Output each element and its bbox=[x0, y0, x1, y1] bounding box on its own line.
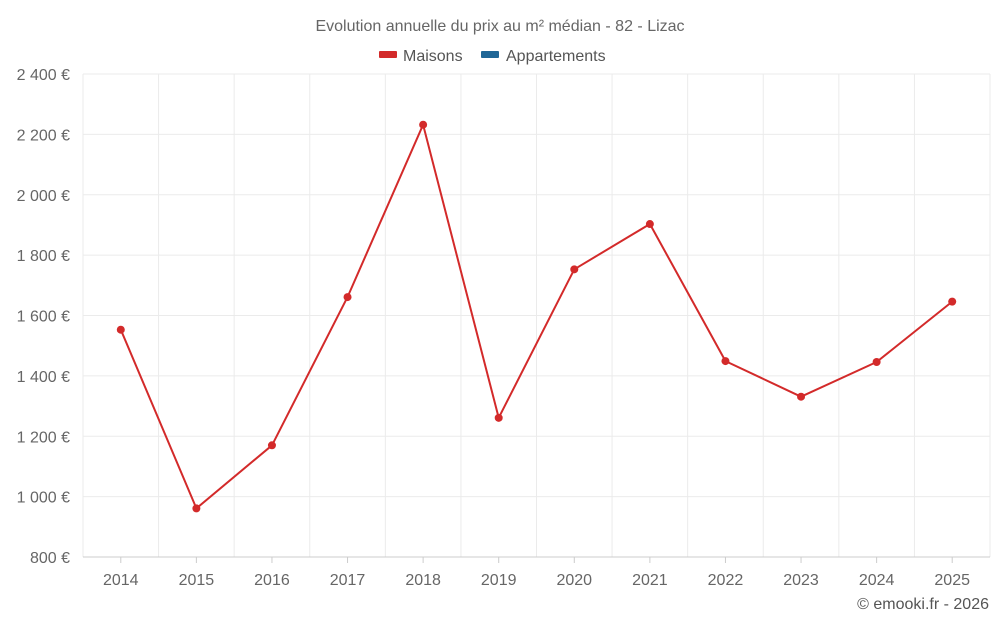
data-point bbox=[116, 325, 125, 334]
data-point bbox=[948, 297, 957, 306]
data-point bbox=[721, 357, 730, 366]
x-tick-label: 2018 bbox=[405, 572, 441, 589]
data-point bbox=[645, 220, 654, 229]
y-tick-label: 800 € bbox=[30, 550, 70, 567]
y-tick-label: 1 200 € bbox=[17, 429, 70, 446]
data-point bbox=[872, 357, 881, 366]
x-tick-label: 2015 bbox=[179, 572, 215, 589]
y-tick-label: 2 200 € bbox=[17, 127, 70, 144]
legend-swatch-appartements bbox=[481, 51, 499, 58]
grid bbox=[82, 73, 991, 557]
data-point bbox=[419, 120, 428, 129]
x-tick-label: 2014 bbox=[103, 572, 139, 589]
y-tick-label: 1 400 € bbox=[17, 369, 70, 386]
legend-label-appartements: Appartements bbox=[506, 48, 606, 65]
data-point bbox=[192, 504, 201, 513]
data-point bbox=[267, 441, 276, 450]
axes: 800 € 1 000 € 1 200 € 1 400 € 1 600 € 1 800 €… bbox=[17, 67, 990, 589]
y-tick-label: 2 000 € bbox=[17, 188, 70, 205]
y-tick-label: 1 000 € bbox=[17, 490, 70, 507]
x-tick-label: 2024 bbox=[859, 572, 895, 589]
x-tick-label: 2023 bbox=[783, 572, 819, 589]
x-tick-label: 2025 bbox=[934, 572, 970, 589]
credit-text: © emooki.fr - 2026 bbox=[857, 596, 989, 613]
series-line-maisons bbox=[119, 123, 953, 510]
x-tick-label: 2020 bbox=[556, 572, 592, 589]
data-point bbox=[797, 392, 806, 401]
x-tick-label: 2019 bbox=[481, 572, 517, 589]
legend-item-maisons[interactable]: Maisons bbox=[379, 48, 463, 65]
y-tick-label: 1 600 € bbox=[17, 309, 70, 326]
legend[interactable]: Maisons Appartements bbox=[379, 48, 606, 65]
series-layer bbox=[116, 120, 957, 513]
legend-label-maisons: Maisons bbox=[403, 48, 463, 65]
y-tick-label: 1 800 € bbox=[17, 248, 70, 265]
legend-swatch-maisons bbox=[379, 51, 397, 58]
chart-title: Evolution annuelle du prix au m² médian … bbox=[315, 18, 684, 35]
data-point bbox=[570, 265, 579, 274]
y-tick-label: 2 400 € bbox=[17, 67, 70, 84]
x-tick-label: 2022 bbox=[708, 572, 744, 589]
legend-item-appartements[interactable]: Appartements bbox=[481, 48, 606, 65]
x-tick-label: 2021 bbox=[632, 572, 668, 589]
x-tick-label: 2017 bbox=[330, 572, 366, 589]
x-tick-label: 2016 bbox=[254, 572, 290, 589]
data-point bbox=[343, 293, 352, 302]
data-point bbox=[494, 413, 503, 422]
